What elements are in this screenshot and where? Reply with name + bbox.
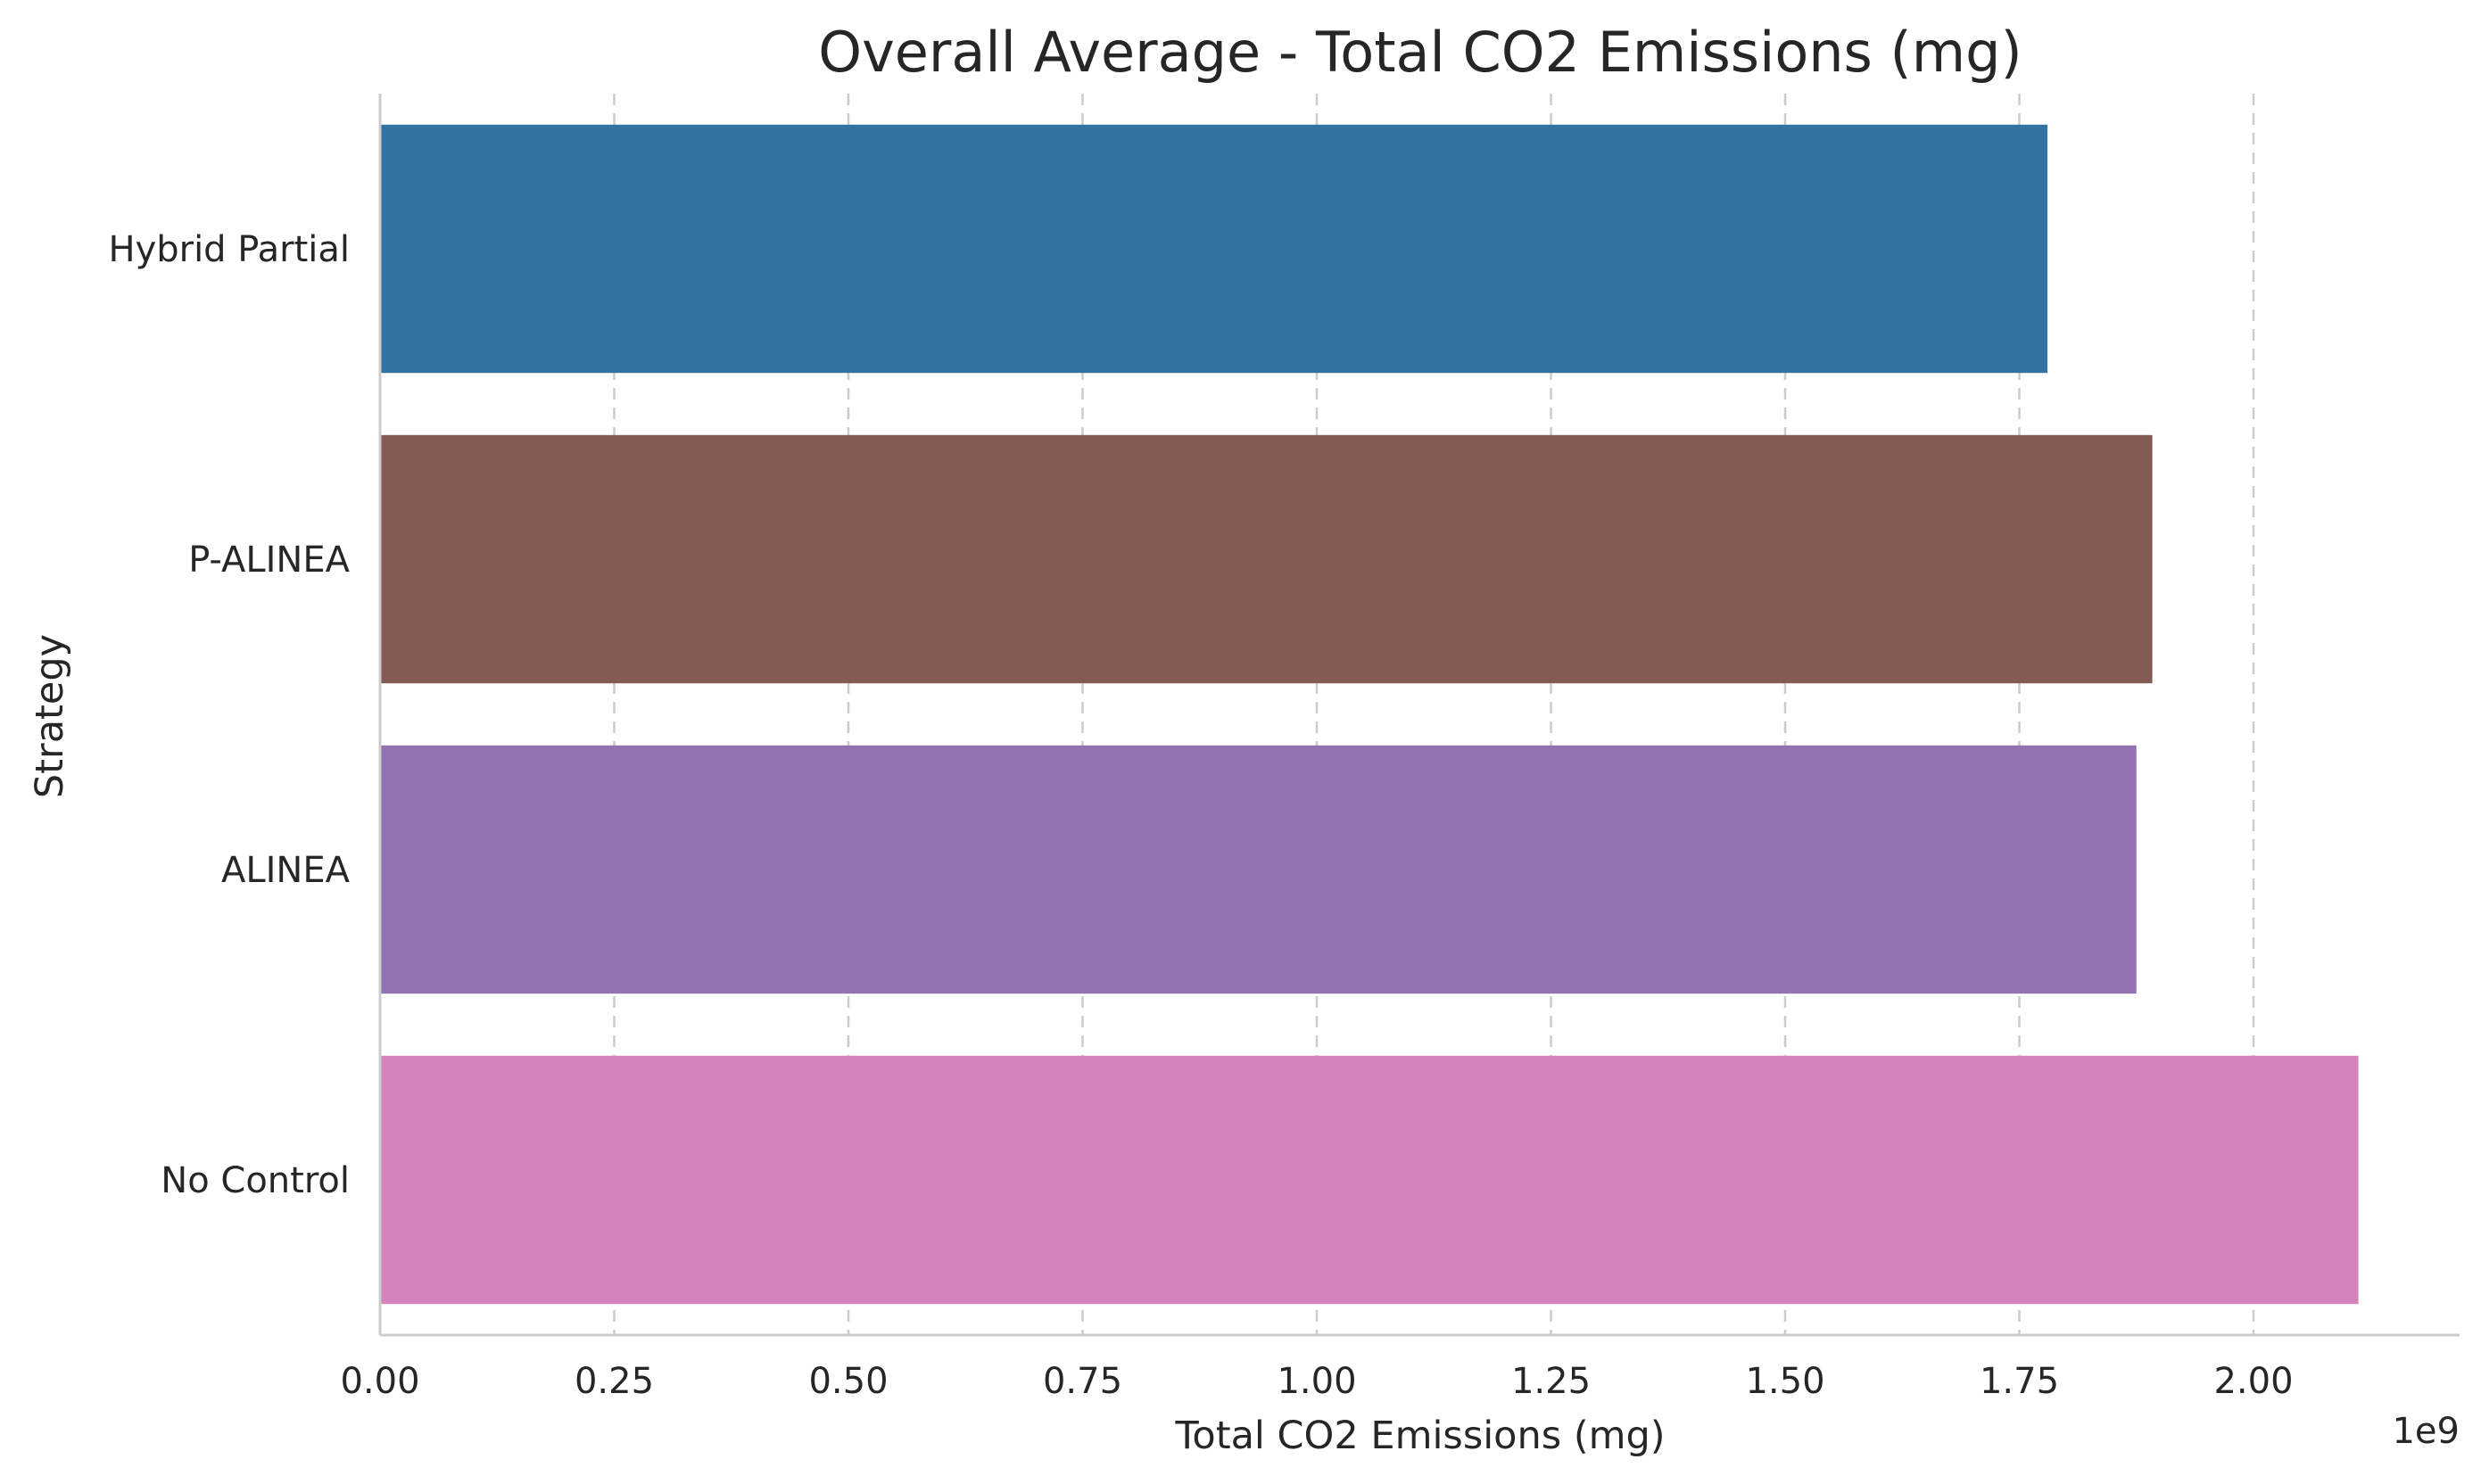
x-tick-label: 1.50: [1745, 1361, 1824, 1402]
x-tick-label: 0.25: [575, 1361, 654, 1402]
bar-no-control: [380, 1055, 2359, 1305]
x-axis-offset-label: 1e9: [2392, 1411, 2460, 1452]
x-tick-label: 0.75: [1043, 1361, 1122, 1402]
x-axis-label: Total CO2 Emissions (mg): [1174, 1414, 1665, 1458]
x-tick-label: 1.25: [1511, 1361, 1591, 1402]
x-tick-labels: 0.00 0.25 0.50 0.75 1.00 1.25 1.50 1.75 2.00: [340, 1361, 2293, 1402]
x-tick-label: 1.00: [1277, 1361, 1356, 1402]
y-tick-label: ALINEA: [221, 850, 351, 891]
y-tick-label: P-ALINEA: [188, 540, 350, 581]
chart-title: Overall Average - Total CO2 Emissions (m…: [818, 20, 2022, 85]
axis-spines: [378, 94, 2460, 1337]
x-tick-label: 2.00: [2213, 1361, 2293, 1402]
bar-hybrid-partial: [380, 124, 2047, 374]
y-tick-label: Hybrid Partial: [108, 229, 350, 270]
bar-alinea: [380, 745, 2137, 994]
x-tick-label: 0.50: [808, 1361, 888, 1402]
bars: [380, 124, 2359, 1305]
x-tick-label: 0.00: [340, 1361, 419, 1402]
y-axis-label: Strategy: [28, 634, 72, 798]
bar-p-alinea: [380, 434, 2153, 684]
x-tick-label: 1.75: [1980, 1361, 2059, 1402]
y-tick-labels: Hybrid Partial P-ALINEA ALINEA No Control: [108, 229, 350, 1201]
y-tick-label: No Control: [161, 1160, 350, 1201]
